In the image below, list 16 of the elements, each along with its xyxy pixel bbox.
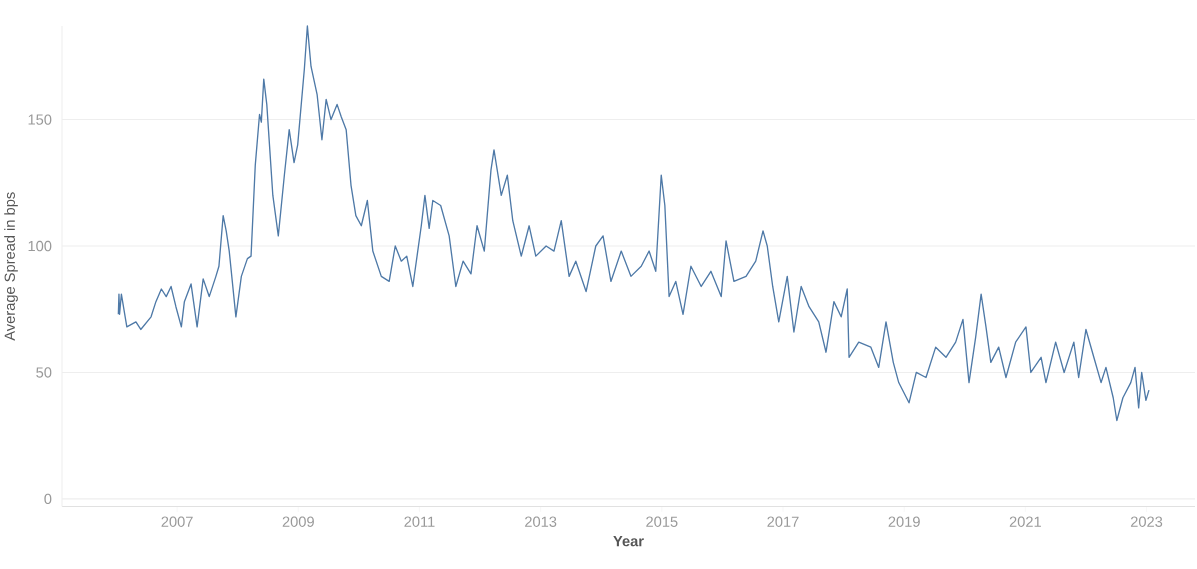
y-tick-label: 100 <box>28 240 52 252</box>
y-axis-title: Average Spread in bps <box>4 192 18 341</box>
x-tick-label: 2009 <box>282 516 314 527</box>
x-tick-label: 2015 <box>646 516 678 527</box>
line-series <box>117 25 1150 422</box>
x-tick-label: 2021 <box>1009 516 1041 527</box>
x-tick-label: 2013 <box>525 516 557 527</box>
y-tick-label: 150 <box>28 114 52 125</box>
x-tick-label: 2011 <box>404 516 435 527</box>
x-tick-label: 2017 <box>767 516 799 527</box>
y-tick-label: 50 <box>36 367 52 378</box>
y-tick-label: 0 <box>44 493 52 505</box>
x-tick-label: 2023 <box>1130 516 1163 527</box>
x-tick-label: 2007 <box>161 516 193 527</box>
x-tick-label: 2019 <box>888 516 920 527</box>
x-axis-title: Year <box>613 536 644 547</box>
